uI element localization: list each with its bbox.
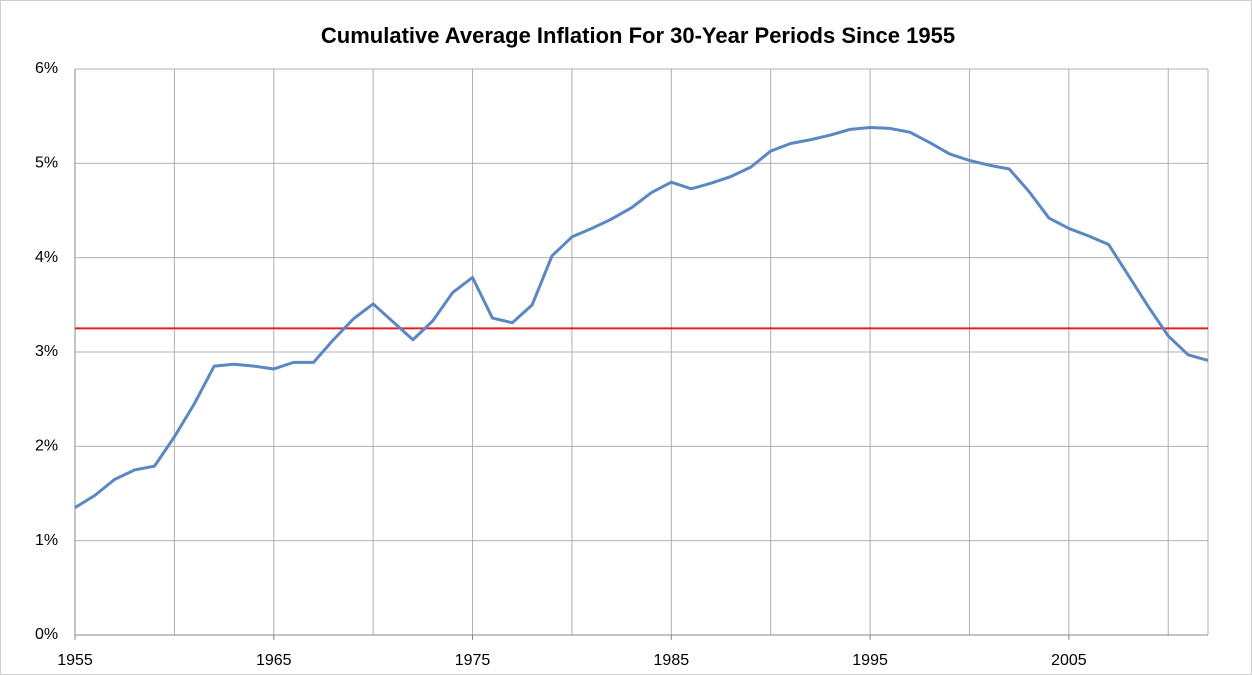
y-tick-label: 6% (35, 60, 58, 77)
data-line (74, 125, 1209, 509)
y-tick-label: 0% (35, 626, 58, 643)
x-tick-label: 1975 (455, 652, 491, 669)
chart-title: Cumulative Average Inflation For 30-Year… (321, 23, 955, 48)
x-tick-label: 2005 (1051, 652, 1087, 669)
x-tick-label: 1955 (57, 652, 93, 669)
y-tick-label: 2% (35, 438, 58, 455)
y-tick-label: 4% (35, 249, 58, 266)
y-tick-label: 5% (35, 155, 58, 172)
x-tick-label: 1995 (852, 652, 888, 669)
y-tick-label: 1% (35, 532, 58, 549)
y-tick-label: 3% (35, 343, 58, 360)
x-tick-label: 1985 (654, 652, 690, 669)
x-tick-label: 1965 (256, 652, 292, 669)
